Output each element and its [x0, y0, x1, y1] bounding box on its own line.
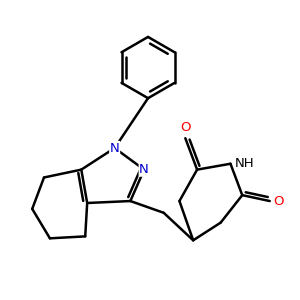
Text: O: O: [274, 194, 284, 208]
Text: NH: NH: [235, 157, 255, 170]
Text: N: N: [139, 163, 149, 176]
Text: O: O: [180, 121, 190, 134]
Text: N: N: [110, 142, 119, 154]
